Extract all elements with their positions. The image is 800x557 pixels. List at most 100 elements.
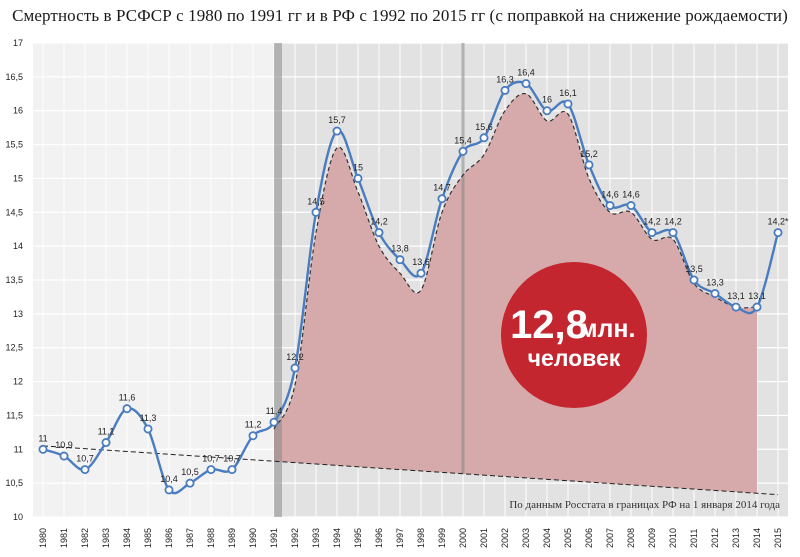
data-label: 13,8 <box>391 244 409 254</box>
x-tick-label: 2005 <box>563 528 573 548</box>
data-point <box>269 417 279 427</box>
data-label: 10,9 <box>55 440 73 450</box>
x-tick-label: 2011 <box>689 529 699 548</box>
data-label: 14,2* <box>767 217 789 227</box>
y-tick-label: 12,5 <box>5 343 23 353</box>
x-tick-label: 1990 <box>248 528 258 548</box>
data-label: 14,2 <box>370 217 388 227</box>
x-tick-label: 2006 <box>584 528 594 548</box>
data-label: 14,2 <box>643 217 661 227</box>
x-tick-label: 1980 <box>38 528 48 548</box>
y-tick-label: 15 <box>13 173 23 183</box>
data-point <box>374 228 384 238</box>
data-label: 16,1 <box>559 88 577 98</box>
data-point <box>542 106 552 116</box>
data-point <box>521 79 531 89</box>
y-tick-label: 17 <box>13 38 23 48</box>
data-point <box>605 201 615 211</box>
data-label: 12,2 <box>286 352 304 362</box>
data-point <box>164 485 174 495</box>
x-tick-label: 2004 <box>542 528 552 548</box>
data-point <box>710 289 720 299</box>
x-tick-label: 1984 <box>122 528 132 548</box>
chart-title: Смертность в РСФСР с 1980 по 1991 гг и в… <box>12 6 788 25</box>
y-tick-label: 16 <box>13 106 23 116</box>
data-label: 10,7 <box>202 454 220 464</box>
x-tick-label: 1988 <box>206 528 216 548</box>
data-point <box>500 85 510 95</box>
data-label: 10,5 <box>181 467 199 477</box>
y-tick-label: 15,5 <box>5 140 23 150</box>
data-label: 13,6 <box>412 257 430 267</box>
x-tick-label: 1992 <box>290 528 300 548</box>
data-label: 10,7 <box>76 454 94 464</box>
y-tick-label: 16,5 <box>5 72 23 82</box>
x-tick-label: 2009 <box>647 528 657 548</box>
data-point <box>689 275 699 285</box>
data-label: 15 <box>353 162 363 172</box>
x-tick-label: 2002 <box>500 528 510 548</box>
data-point <box>332 126 342 136</box>
x-tick-label: 1999 <box>437 528 447 548</box>
data-point <box>80 465 90 475</box>
data-label: 15,4 <box>454 135 472 145</box>
data-point <box>479 133 489 143</box>
badge-text: человек <box>528 345 621 371</box>
data-point <box>584 160 594 170</box>
x-tick-label: 2007 <box>605 528 615 548</box>
data-point <box>101 438 111 448</box>
data-label: 14,7 <box>433 183 451 193</box>
data-point <box>668 228 678 238</box>
data-point <box>563 99 573 109</box>
x-tick-label: 1991 <box>269 528 279 548</box>
x-tick-label: 1998 <box>416 528 426 548</box>
x-tick-label: 1997 <box>395 528 405 548</box>
data-label: 11,1 <box>98 427 115 437</box>
x-tick-label: 2013 <box>731 528 741 548</box>
y-tick-label: 11,5 <box>6 410 23 420</box>
x-tick-label: 2015 <box>773 528 783 548</box>
data-label: 11,4 <box>266 406 283 416</box>
y-tick-label: 14 <box>13 241 23 251</box>
x-tick-label: 1986 <box>164 528 174 548</box>
y-tick-label: 13 <box>13 309 23 319</box>
badge-value: 12,8 <box>510 303 588 347</box>
data-point <box>206 465 216 475</box>
data-label: 14,6 <box>601 190 619 200</box>
data-point <box>122 404 132 414</box>
total-badge: 12,8 млн. человек <box>501 262 647 408</box>
data-label: 11,3 <box>140 413 157 423</box>
x-tick-label: 1982 <box>80 528 90 548</box>
data-label: 16,4 <box>517 68 535 78</box>
data-point <box>458 146 468 156</box>
y-axis-ticks: 10 10,5 11 11,5 12 12,5 13 13,5 14 14,5 15 15,5 16 16… <box>5 38 23 522</box>
data-label: 10,7 <box>223 454 241 464</box>
x-tick-label: 1994 <box>332 528 342 548</box>
y-tick-label: 10 <box>13 512 23 522</box>
data-point <box>752 302 762 312</box>
data-label: 11,6 <box>119 393 136 403</box>
x-tick-label: 1987 <box>185 528 195 548</box>
x-tick-label: 1995 <box>353 528 363 548</box>
data-point <box>647 228 657 238</box>
x-tick-label: 2010 <box>668 528 678 548</box>
y-tick-label: 10,5 <box>5 478 23 488</box>
data-point <box>38 444 48 454</box>
data-label: 14,5 <box>307 196 325 206</box>
data-point <box>416 268 426 278</box>
x-axis-ticks: 1980 1981 1982 1983 1984 1985 1986 1987 1988 1989… <box>38 528 783 548</box>
x-tick-label: 2012 <box>710 528 720 548</box>
data-point <box>290 363 300 373</box>
x-tick-label: 1981 <box>59 528 69 548</box>
data-label: 15,7 <box>328 115 346 125</box>
x-tick-label: 1996 <box>374 528 384 548</box>
badge-circle <box>501 262 647 408</box>
y-tick-label: 11 <box>14 444 23 454</box>
data-label: 13,1 <box>748 291 766 301</box>
y-tick-label: 14,5 <box>5 207 23 217</box>
data-label: 10,4 <box>160 474 178 484</box>
data-point <box>773 228 783 238</box>
data-label: 13,1 <box>727 291 745 301</box>
